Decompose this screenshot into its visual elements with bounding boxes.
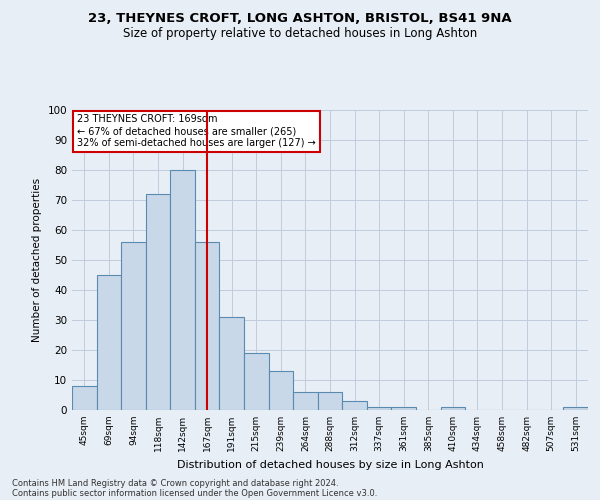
Bar	[318, 392, 342, 410]
Bar	[563, 407, 588, 410]
Bar	[391, 407, 416, 410]
Text: Contains HM Land Registry data © Crown copyright and database right 2024.: Contains HM Land Registry data © Crown c…	[12, 478, 338, 488]
Text: 23, THEYNES CROFT, LONG ASHTON, BRISTOL, BS41 9NA: 23, THEYNES CROFT, LONG ASHTON, BRISTOL,…	[88, 12, 512, 26]
Bar	[440, 407, 465, 410]
Y-axis label: Number of detached properties: Number of detached properties	[32, 178, 42, 342]
Bar	[170, 170, 195, 410]
Bar	[121, 242, 146, 410]
Bar	[244, 353, 269, 410]
Bar	[97, 275, 121, 410]
Text: Contains public sector information licensed under the Open Government Licence v3: Contains public sector information licen…	[12, 488, 377, 498]
Bar	[146, 194, 170, 410]
Bar	[367, 407, 391, 410]
Bar	[220, 317, 244, 410]
Bar	[269, 371, 293, 410]
Bar	[195, 242, 220, 410]
Bar	[342, 401, 367, 410]
Bar	[72, 386, 97, 410]
X-axis label: Distribution of detached houses by size in Long Ashton: Distribution of detached houses by size …	[176, 460, 484, 469]
Text: 23 THEYNES CROFT: 169sqm
← 67% of detached houses are smaller (265)
32% of semi-: 23 THEYNES CROFT: 169sqm ← 67% of detach…	[77, 114, 316, 148]
Text: Size of property relative to detached houses in Long Ashton: Size of property relative to detached ho…	[123, 28, 477, 40]
Bar	[293, 392, 318, 410]
